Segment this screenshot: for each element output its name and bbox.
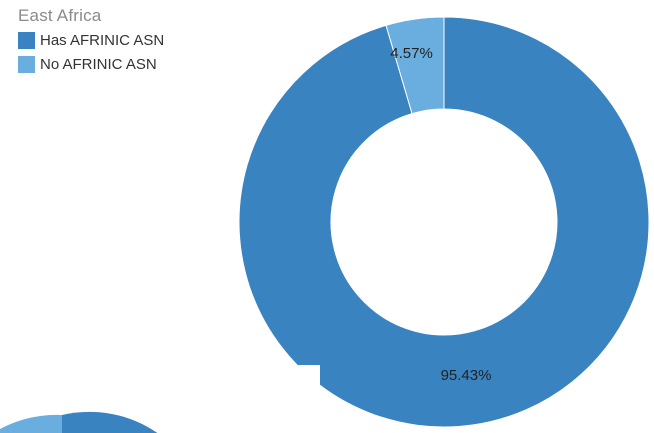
legend-swatch-has-asn [18,32,35,49]
legend-item-has-asn: Has AFRINIC ASN [18,30,164,51]
legend-item-no-asn: No AFRINIC ASN [18,54,164,75]
partial-slice-light [0,414,62,433]
partial-slice-dark [62,411,158,433]
slice-labels: 4.57% 95.43% [390,45,491,384]
partial-chart-below [0,365,320,433]
donut-slices [238,16,650,428]
chart-title: East Africa [18,6,102,25]
slice-has-asn [238,16,650,428]
legend-swatch-no-asn [18,56,35,73]
legend-label-no-asn: No AFRINIC ASN [40,56,157,73]
slice-label-has-asn: 95.43% [441,367,492,384]
slice-label-no-asn: 4.57% [390,45,433,62]
legend-label-has-asn: Has AFRINIC ASN [40,32,165,49]
legend: East Africa Has AFRINIC ASN No AFRINIC A… [18,6,164,78]
